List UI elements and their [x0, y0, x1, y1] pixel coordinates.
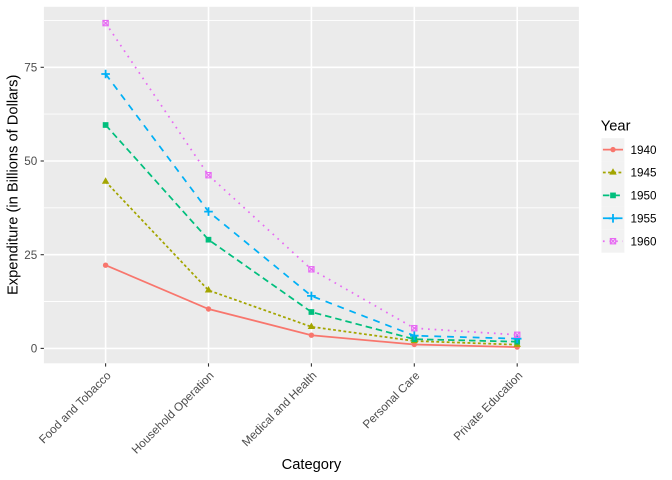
- svg-text:Personal Care: Personal Care: [360, 369, 422, 431]
- svg-text:Food and Tobacco: Food and Tobacco: [37, 369, 114, 446]
- svg-text:1960: 1960: [631, 235, 658, 248]
- svg-text:25: 25: [24, 249, 38, 262]
- svg-text:Private Education: Private Education: [451, 369, 525, 443]
- svg-text:0: 0: [31, 343, 38, 356]
- svg-text:75: 75: [24, 62, 38, 75]
- svg-text:50: 50: [24, 155, 38, 168]
- svg-text:Medical and Health: Medical and Health: [240, 369, 320, 449]
- svg-text:Year: Year: [601, 119, 631, 135]
- svg-text:Expenditure (in Billions of Do: Expenditure (in Billions of Dollars): [6, 75, 22, 295]
- svg-text:Category: Category: [282, 457, 342, 473]
- svg-text:1940: 1940: [631, 144, 658, 157]
- svg-text:1950: 1950: [631, 190, 658, 203]
- svg-text:1945: 1945: [631, 167, 658, 180]
- svg-text:1955: 1955: [631, 213, 658, 226]
- svg-text:Household Operation: Household Operation: [129, 369, 216, 456]
